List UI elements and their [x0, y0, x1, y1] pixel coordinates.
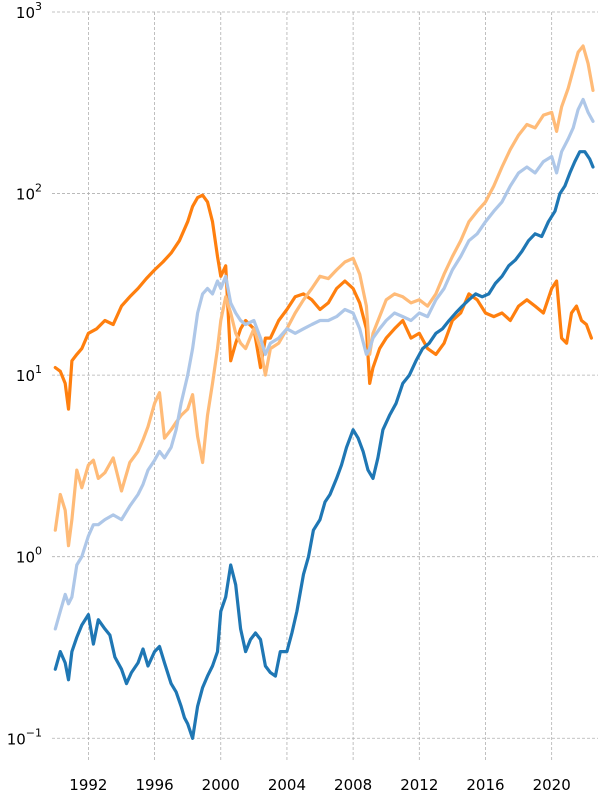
series-line-2 [53, 44, 595, 548]
vertical-gridlines [88, 12, 553, 762]
y-tick-label: 10−1 [7, 726, 42, 748]
x-tick-label: 1992 [69, 776, 107, 794]
y-tick-label: 101 [16, 363, 42, 385]
x-tick-label: 2004 [268, 776, 306, 794]
series-line-4 [53, 150, 595, 740]
x-tick-label: 1996 [135, 776, 173, 794]
series-lines [53, 44, 595, 740]
y-tick-label: 103 [16, 0, 42, 22]
x-tick-label: 2012 [400, 776, 438, 794]
x-tick-label: 2016 [466, 776, 504, 794]
x-tick-label: 2020 [533, 776, 571, 794]
y-tick-label: 100 [16, 545, 42, 567]
y-axis-tick-labels: 103 102 101 100 10−1 [7, 0, 42, 748]
series-line-1 [53, 193, 594, 411]
x-tick-label: 2000 [202, 776, 240, 794]
x-axis-tick-labels: 1992 1996 2000 2004 2008 2012 2016 2020 [69, 776, 570, 794]
x-tick-label: 2008 [334, 776, 372, 794]
series-line-3 [53, 97, 595, 631]
y-tick-label: 102 [16, 182, 42, 204]
horizontal-gridlines [52, 11, 598, 739]
